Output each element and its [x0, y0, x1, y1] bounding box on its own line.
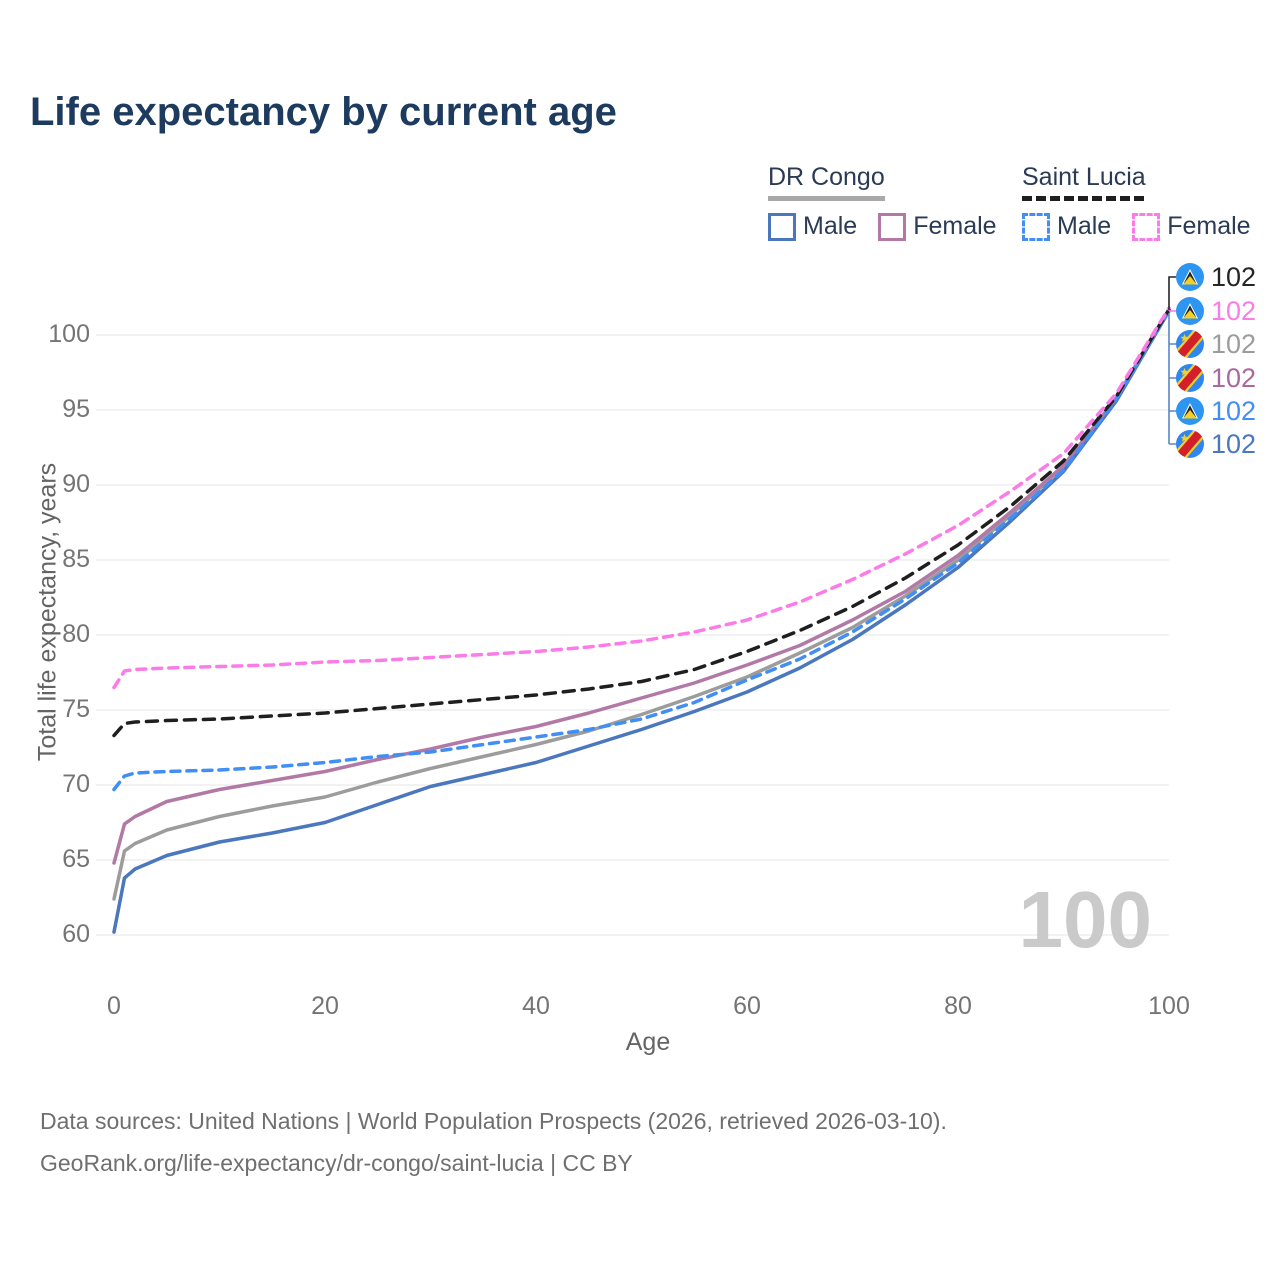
connector-blue	[1168, 313, 1176, 445]
y-tick-60: 60	[62, 920, 90, 948]
x-tick-40: 40	[522, 992, 550, 1020]
page-title: Life expectancy by current age	[30, 90, 617, 134]
y-tick-70: 70	[62, 770, 90, 798]
legend-male-label: Male	[803, 212, 858, 240]
endpoint-value: 102	[1211, 261, 1257, 292]
connector-black	[1168, 276, 1176, 310]
x-tick-100: 100	[1148, 992, 1190, 1020]
series-line-saint-lucia-both-sexes	[112, 307, 1171, 738]
y-tick-80: 80	[62, 620, 90, 648]
y-tick-75: 75	[62, 695, 90, 723]
series-line-saint-lucia-male	[112, 309, 1171, 792]
legend-male-swatch	[1022, 212, 1050, 241]
footer-attribution: GeoRank.org/life-expectancy/dr-congo/sai…	[40, 1150, 633, 1176]
legend-dashed-line-swatch	[1022, 196, 1144, 201]
endpoint-label-row: 102	[1176, 295, 1257, 326]
endpoint-label-row: 102	[1176, 328, 1257, 359]
legend-country-label: Saint Lucia	[1022, 163, 1146, 191]
x-tick-0: 0	[107, 992, 121, 1020]
y-tick-100: 100	[48, 320, 90, 348]
legend-group-dr-congo: DR Congo Male Female	[768, 163, 997, 241]
endpoint-label-row: 102	[1176, 362, 1257, 393]
x-tick-20: 20	[311, 992, 339, 1020]
footer-sources: Data sources: United Nations | World Pop…	[40, 1108, 947, 1134]
endpoint-label-row: 102	[1176, 261, 1257, 292]
y-tick-90: 90	[62, 470, 90, 498]
y-tick-85: 85	[62, 545, 90, 573]
x-axis-title: Age	[625, 1028, 671, 1056]
saint-lucia-flag-icon	[1176, 263, 1204, 291]
legend-country-label: DR Congo	[768, 163, 885, 191]
saint-lucia-flag-icon	[1176, 297, 1204, 325]
legend-group-saint-lucia: Saint Lucia Male Female	[1022, 163, 1251, 241]
legend-female-swatch	[1132, 212, 1161, 241]
saint-lucia-flag-icon	[1176, 397, 1204, 425]
legend-female-swatch	[878, 212, 907, 241]
x-tick-60: 60	[733, 992, 761, 1020]
legend-female-label: Female	[1167, 212, 1251, 240]
series-line-dr-congo-both-sexes	[112, 309, 1171, 901]
endpoint-value: 102	[1211, 295, 1257, 326]
endpoint-value: 102	[1211, 395, 1257, 426]
legend-male-label: Male	[1057, 212, 1112, 240]
endpoint-value: 102	[1211, 328, 1257, 359]
legend-solid-line-swatch	[768, 196, 885, 201]
endpoint-label-row: 102	[1176, 428, 1257, 459]
legend-female-label: Female	[913, 212, 997, 240]
dr-congo-flag-icon	[1176, 430, 1204, 458]
endpoint-label-row: 102	[1176, 395, 1257, 426]
y-tick-95: 95	[62, 395, 90, 423]
dr-congo-flag-icon	[1176, 330, 1204, 358]
endpoint-value: 102	[1211, 362, 1257, 393]
series-line-saint-lucia-female	[112, 306, 1171, 690]
dr-congo-flag-icon	[1176, 364, 1204, 392]
series-line-dr-congo-female	[112, 307, 1171, 865]
x-tick-80: 80	[944, 992, 972, 1020]
series-line-dr-congo-male	[112, 309, 1171, 934]
y-tick-65: 65	[62, 845, 90, 873]
age-watermark: 100	[1018, 875, 1152, 964]
legend-male-swatch	[768, 212, 796, 241]
endpoint-value: 102	[1211, 428, 1257, 459]
